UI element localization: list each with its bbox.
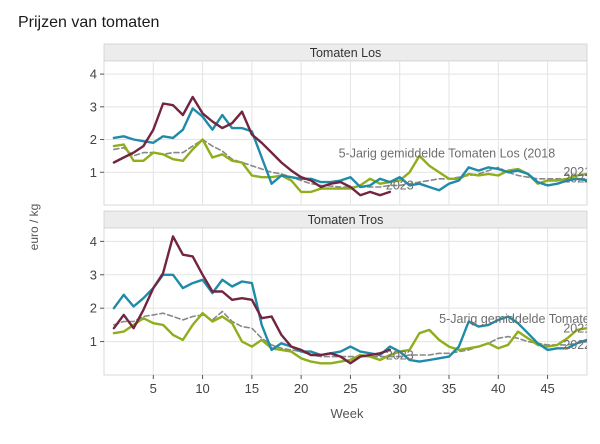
series-line-2022 <box>112 312 587 365</box>
series-annotation: 2021 <box>563 322 591 336</box>
panel-1: Tomaten Tros 1 2 3 4 5-Jarig gemiddelde Tomat… <box>90 210 591 396</box>
series-annotation: 2023 <box>386 178 414 192</box>
panels: Tomaten Los 1 2 3 4 5-Jarig gemiddelde Tomate… <box>90 43 591 396</box>
x-tick-label: 10 <box>195 381 209 396</box>
series-line-avg <box>113 310 587 358</box>
y-tick-label: 3 <box>90 99 97 114</box>
series-line-2020 <box>112 273 587 363</box>
series-line-2020 <box>112 107 587 192</box>
gridlines <box>104 228 587 375</box>
y-tick-label: 2 <box>90 132 97 147</box>
panel-strip-label: Tomaten Los <box>310 46 382 60</box>
chart-title: Prijzen van tomaten <box>18 14 159 31</box>
x-tick-label: 15 <box>245 381 259 396</box>
x-tick-label: 5 <box>150 381 157 396</box>
panel-0: Tomaten Los 1 2 3 4 5-Jarig gemiddelde Tomate… <box>90 43 591 206</box>
x-tick-label: 45 <box>540 381 554 396</box>
series-group: 5-Jarig gemiddelde Tomaten Los (2018 2021… <box>112 95 591 197</box>
panel-strip-label: Tomaten Tros <box>308 213 384 227</box>
plot-area <box>103 227 588 376</box>
x-axis-label: Week <box>331 406 364 421</box>
series-annotation: 5-Jarig gemiddelde Tomate <box>439 312 590 326</box>
series-annotation: 2023 <box>386 348 414 362</box>
series-annotation: 5-Jarig gemiddelde Tomaten Los (2018 <box>339 147 556 161</box>
y-tick-label: 1 <box>90 334 97 349</box>
series-line-2022 <box>112 138 587 194</box>
y-tick-label: 4 <box>90 67 97 82</box>
series-line-2021 <box>112 95 392 197</box>
y-axis-label: euro / kg <box>27 204 41 251</box>
x-tick-label: 35 <box>442 381 456 396</box>
series-annotation: 2022 <box>563 172 591 186</box>
y-tick-label: 3 <box>90 267 97 282</box>
y-tick-label: 2 <box>90 301 97 316</box>
y-tick-label: 1 <box>90 165 97 180</box>
y-tick-label: 4 <box>90 234 97 249</box>
x-tick-label: 20 <box>294 381 308 396</box>
x-tick-label: 25 <box>343 381 357 396</box>
plot-area <box>103 60 588 206</box>
series-line-2021 <box>112 235 392 365</box>
series-annotation: 2022 <box>563 338 591 352</box>
x-tick-label: 40 <box>491 381 505 396</box>
series-annotation: 2021 <box>563 165 591 179</box>
x-tick-label: 30 <box>392 381 406 396</box>
